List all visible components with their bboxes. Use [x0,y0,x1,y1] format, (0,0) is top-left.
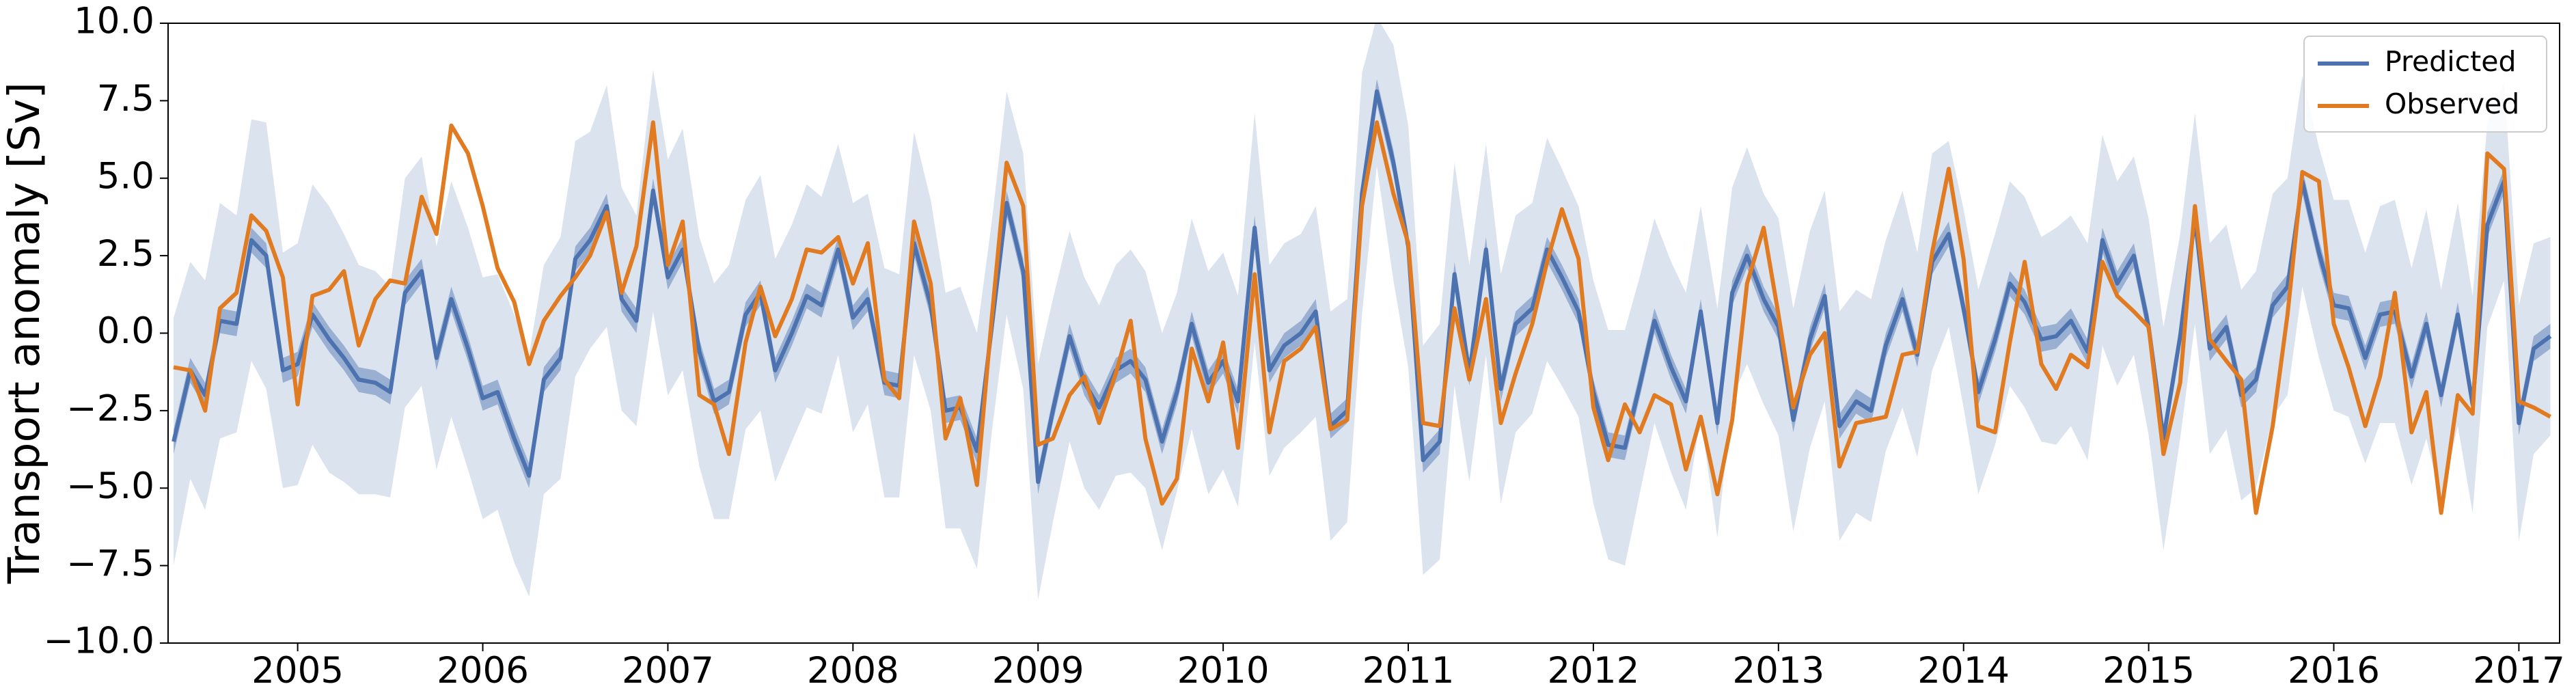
legend-label: Observed [2385,87,2519,120]
y-tick-label: −2.5 [66,388,154,430]
y-tick-label: −7.5 [66,543,154,584]
y-tick-label: 10.0 [74,1,154,42]
x-tick-label: 2005 [251,650,344,692]
legend-label: Predicted [2385,45,2516,78]
y-tick-label: 5.0 [97,155,154,197]
x-tick-label: 2007 [622,650,714,692]
x-tick-label: 2017 [2473,650,2565,692]
x-tick-label: 2015 [2102,650,2195,692]
y-tick-label: −5.0 [66,465,154,507]
confidence-band-outer [174,23,2551,600]
y-tick-label: 2.5 [97,233,154,275]
x-tick-label: 2014 [1917,650,2010,692]
y-tick-label: 7.5 [97,78,154,120]
y-tick-label: 0.0 [97,310,154,352]
x-tick-label: 2006 [437,650,529,692]
y-tick-label: −10.0 [44,621,154,662]
x-tick-label: 2013 [1732,650,1824,692]
x-tick-label: 2010 [1177,650,1270,692]
y-axis-label: Transport anomaly [Sv] [0,82,49,584]
series-line [173,120,2551,515]
plot-area [172,23,2552,600]
x-tick-label: 2008 [807,650,899,692]
x-tick-label: 2009 [992,650,1084,692]
x-tick-label: 2011 [1362,650,1455,692]
x-tick-label: 2012 [1547,650,1639,692]
plot-frame [167,23,2560,644]
x-tick-label: 2016 [2288,650,2380,692]
